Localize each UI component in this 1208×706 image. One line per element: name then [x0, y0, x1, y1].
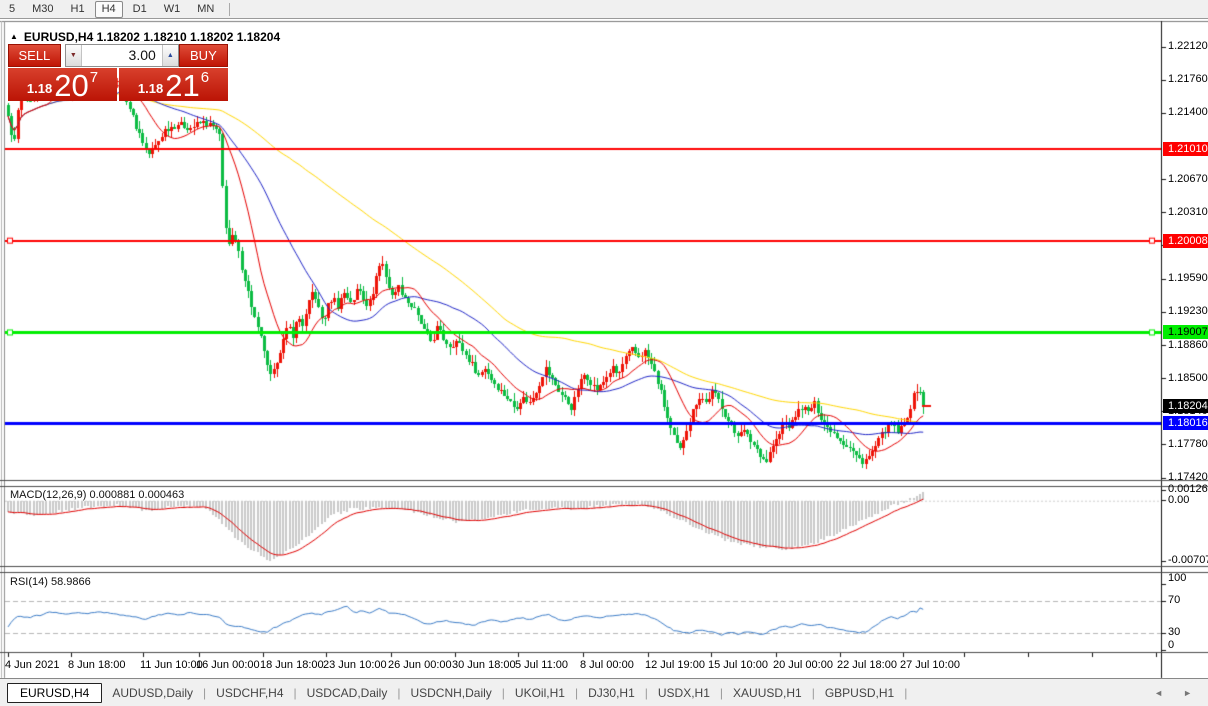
volume-decrease-button[interactable]: ▼	[65, 45, 82, 66]
chart-title-text: EURUSD,H4 1.18202 1.18210 1.18202 1.1820…	[23, 30, 281, 44]
timeframe-button-d1[interactable]: D1	[132, 2, 147, 15]
chart-tab-usdcnh[interactable]: USDCNH,Daily	[410, 686, 492, 700]
buy-price-big: 21	[165, 68, 200, 103]
price-tick-label: 1.21760	[1168, 73, 1208, 85]
tab-separator: |	[501, 686, 505, 700]
time-tick-label: 15 Jul 10:00	[708, 659, 768, 671]
tab-separator: |	[904, 686, 908, 700]
hline-price-label: 1.21010	[1163, 142, 1208, 156]
price-tick-label: 1.18500	[1168, 372, 1208, 384]
time-tick-label: 16 Jun 00:00	[196, 659, 260, 671]
collapse-arrow-icon[interactable]: ▲	[10, 32, 18, 41]
arrow-up-icon: ▲	[166, 52, 174, 59]
timeframe-button-5[interactable]: 5	[9, 2, 16, 15]
sell-button[interactable]: SELL	[8, 44, 61, 67]
macd-scale-label: -0.00707	[1168, 554, 1208, 566]
time-tick-label: 27 Jul 10:00	[900, 659, 960, 671]
macd-indicator-label: MACD(12,26,9) 0.000881 0.000463	[10, 489, 185, 501]
buy-button[interactable]: BUY	[178, 44, 228, 67]
tab-separator: |	[397, 686, 401, 700]
rsi-scale-label: 0	[1168, 639, 1175, 651]
time-tick-label: 20 Jul 00:00	[773, 659, 833, 671]
tab-separator: |	[574, 686, 579, 700]
timeframe-toolbar: 5 M30 H1 H4 D1 W1 MN	[0, 0, 1208, 19]
time-tick-label: 12 Jul 19:00	[645, 659, 705, 671]
timeframe-button-h1[interactable]: H1	[70, 2, 85, 15]
price-tick-label: 1.17780	[1168, 438, 1208, 450]
volume-increase-button[interactable]: ▲	[161, 45, 178, 66]
one-click-trade-widget: SELL ▼ 3.00 ▲ BUY 1.18 20 7 1.18 21 6	[8, 44, 228, 101]
buy-price-sup: 6	[200, 69, 210, 86]
price-tick-label: 1.20310	[1168, 206, 1208, 218]
chart-tab-usdchf[interactable]: USDCHF,H4	[216, 686, 284, 700]
tab-separator: |	[644, 686, 648, 700]
chart-ohlc-title: ▲ EURUSD,H4 1.18202 1.18210 1.18202 1.18…	[10, 30, 280, 44]
volume-field[interactable]: 3.00	[128, 47, 156, 63]
timeframe-button-w1[interactable]: W1	[163, 2, 181, 15]
chart-tab-usdcad[interactable]: USDCAD,Daily	[306, 686, 388, 700]
rsi-scale-label: 100	[1168, 572, 1187, 584]
price-tick-label: 1.18860	[1168, 339, 1208, 351]
price-tick-label: 1.19590	[1168, 272, 1208, 284]
macd-scale-label: 0.00126	[1168, 483, 1208, 495]
sell-price-sup: 7	[89, 69, 99, 86]
tab-scroll-left-icon[interactable]: ◄	[1154, 688, 1164, 698]
arrow-down-icon: ▼	[69, 52, 77, 59]
hline-price-label: 1.20008	[1163, 234, 1208, 248]
price-tick-label: 1.17420	[1168, 471, 1208, 483]
time-tick-label: 4 Jun 2021	[5, 659, 60, 671]
rsi-scale-label: 30	[1168, 626, 1181, 638]
price-tick-label: 1.22120	[1168, 40, 1208, 52]
time-tick-label: 23 Jun 10:00	[323, 659, 387, 671]
time-tick-label: 26 Jun 00:00	[388, 659, 452, 671]
chart-tab-eurusd[interactable]: EURUSD,H4	[7, 683, 103, 703]
buy-price-display[interactable]: 1.18 21 6	[119, 68, 228, 101]
price-tick-label: 1.21400	[1168, 106, 1208, 118]
macd-scale-label: 0.00	[1168, 494, 1190, 506]
tab-separator: |	[293, 686, 297, 700]
hline-price-label: 1.18016	[1163, 416, 1208, 430]
chart-tab-bar: EURUSD,H4 AUDUSD,Daily | USDCHF,H4 | USDCAD,D…	[0, 678, 1208, 706]
tab-scroll-arrows: ◄ ►	[1154, 688, 1192, 698]
chart-tab-gbpusd[interactable]: GBPUSD,H1	[824, 686, 895, 700]
tab-scroll-right-icon[interactable]: ►	[1183, 688, 1192, 698]
time-tick-label: 30 Jun 18:00	[452, 659, 516, 671]
sell-price-prefix: 1.18	[26, 81, 53, 96]
time-tick-label: 8 Jun 18:00	[68, 659, 126, 671]
tab-separator: |	[203, 686, 207, 700]
time-tick-label: 22 Jul 18:00	[837, 659, 897, 671]
chart-tab-ukoil[interactable]: UKOil,H1	[514, 686, 565, 700]
timeframe-button-mn[interactable]: MN	[197, 2, 215, 15]
chart-tab-audusd[interactable]: AUDUSD,Daily	[112, 686, 194, 700]
rsi-scale-label: 70	[1168, 594, 1181, 606]
last-price-label: 1.18204	[1163, 399, 1208, 413]
tab-separator: |	[811, 686, 815, 700]
timeframe-button-h4[interactable]: H4	[94, 0, 123, 18]
time-tick-label: 18 Jun 18:00	[260, 659, 324, 671]
chart-tab-usdx[interactable]: USDX,H1	[657, 686, 710, 700]
time-tick-label: 11 Jun 10:00	[140, 659, 203, 671]
chart-tab-xauusd[interactable]: XAUUSD,H1	[733, 686, 802, 700]
time-tick-label: 5 Jul 11:00	[515, 659, 569, 671]
sell-price-big: 20	[54, 68, 89, 103]
buy-price-prefix: 1.18	[137, 81, 164, 96]
sell-price-display[interactable]: 1.18 20 7	[8, 68, 117, 101]
price-tick-label: 1.19230	[1168, 305, 1208, 317]
rsi-indicator-label: RSI(14) 58.9866	[10, 576, 91, 588]
chart-tab-dj30[interactable]: DJ30,H1	[588, 686, 635, 700]
volume-stepper: ▼ 3.00 ▲	[64, 44, 179, 67]
time-tick-label: 8 Jul 00:00	[580, 659, 634, 671]
toolbar-separator	[229, 2, 231, 16]
tab-separator: |	[719, 686, 724, 700]
hline-price-label: 1.19007	[1163, 325, 1208, 339]
price-tick-label: 1.20670	[1168, 173, 1208, 185]
timeframe-button-m30[interactable]: M30	[32, 2, 54, 15]
